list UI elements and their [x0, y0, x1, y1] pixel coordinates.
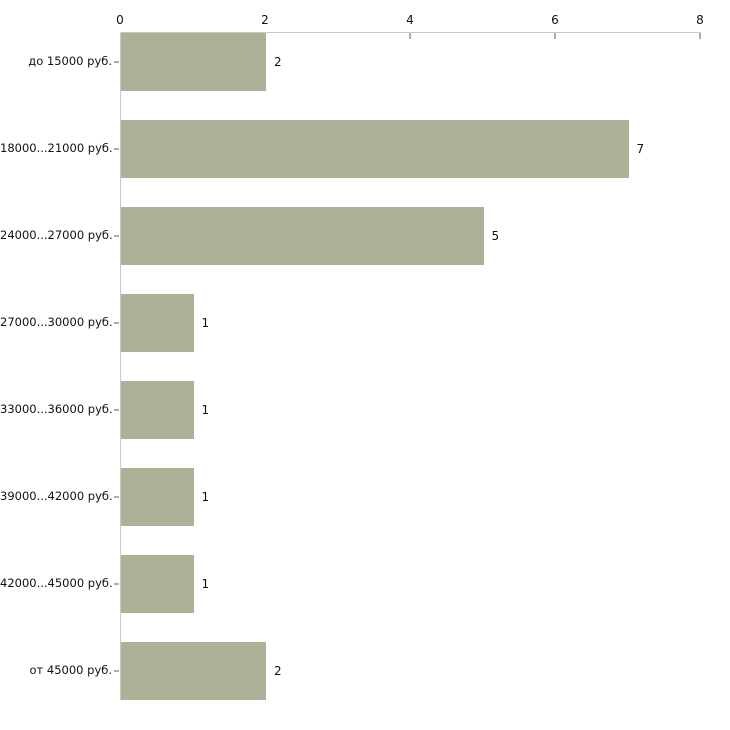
- value-label: 1: [201, 490, 210, 504]
- category-tick: [114, 148, 119, 150]
- bar: [121, 33, 266, 91]
- value-label: 2: [274, 664, 282, 678]
- category-tick: [114, 583, 119, 585]
- value-label: 1: [201, 577, 210, 591]
- x-axis-tick-label: 6: [551, 13, 559, 27]
- category-tick: [114, 409, 119, 411]
- x-axis-tick-label: 8: [696, 13, 704, 27]
- value-label: 5: [491, 229, 500, 243]
- category-label: 27000...30000 руб.: [0, 315, 113, 329]
- x-axis-tick-label: 2: [261, 13, 269, 27]
- bar: [121, 642, 266, 700]
- bar: [121, 120, 629, 178]
- bar: [121, 381, 194, 439]
- value-label: 2: [274, 55, 282, 69]
- value-label: 1: [201, 316, 210, 330]
- x-axis-tick: [409, 33, 411, 39]
- x-axis-tick-label: 0: [116, 13, 124, 27]
- x-axis-tick-label: 4: [406, 13, 414, 27]
- category-tick: [114, 496, 119, 498]
- bar: [121, 555, 194, 613]
- x-axis-tick: [554, 33, 556, 39]
- category-label: 24000...27000 руб.: [0, 228, 113, 242]
- y-axis-line: [120, 32, 121, 700]
- category-label: 42000...45000 руб.: [0, 576, 113, 590]
- category-label: до 15000 руб.: [28, 54, 112, 68]
- x-axis-line: [120, 32, 701, 33]
- category-tick: [114, 235, 119, 237]
- category-label: 39000...42000 руб.: [0, 489, 113, 503]
- category-tick: [114, 61, 119, 63]
- x-axis-tick: [699, 33, 701, 39]
- bar: [121, 468, 194, 526]
- value-label: 7: [636, 142, 645, 156]
- category-label: 18000...21000 руб.: [0, 141, 113, 155]
- bar: [121, 294, 194, 352]
- value-label: 1: [201, 403, 210, 417]
- category-label: от 45000 руб.: [29, 663, 112, 677]
- category-label: 33000...36000 руб.: [0, 402, 113, 416]
- category-tick: [114, 322, 119, 324]
- category-tick: [114, 670, 119, 672]
- bar: [121, 207, 484, 265]
